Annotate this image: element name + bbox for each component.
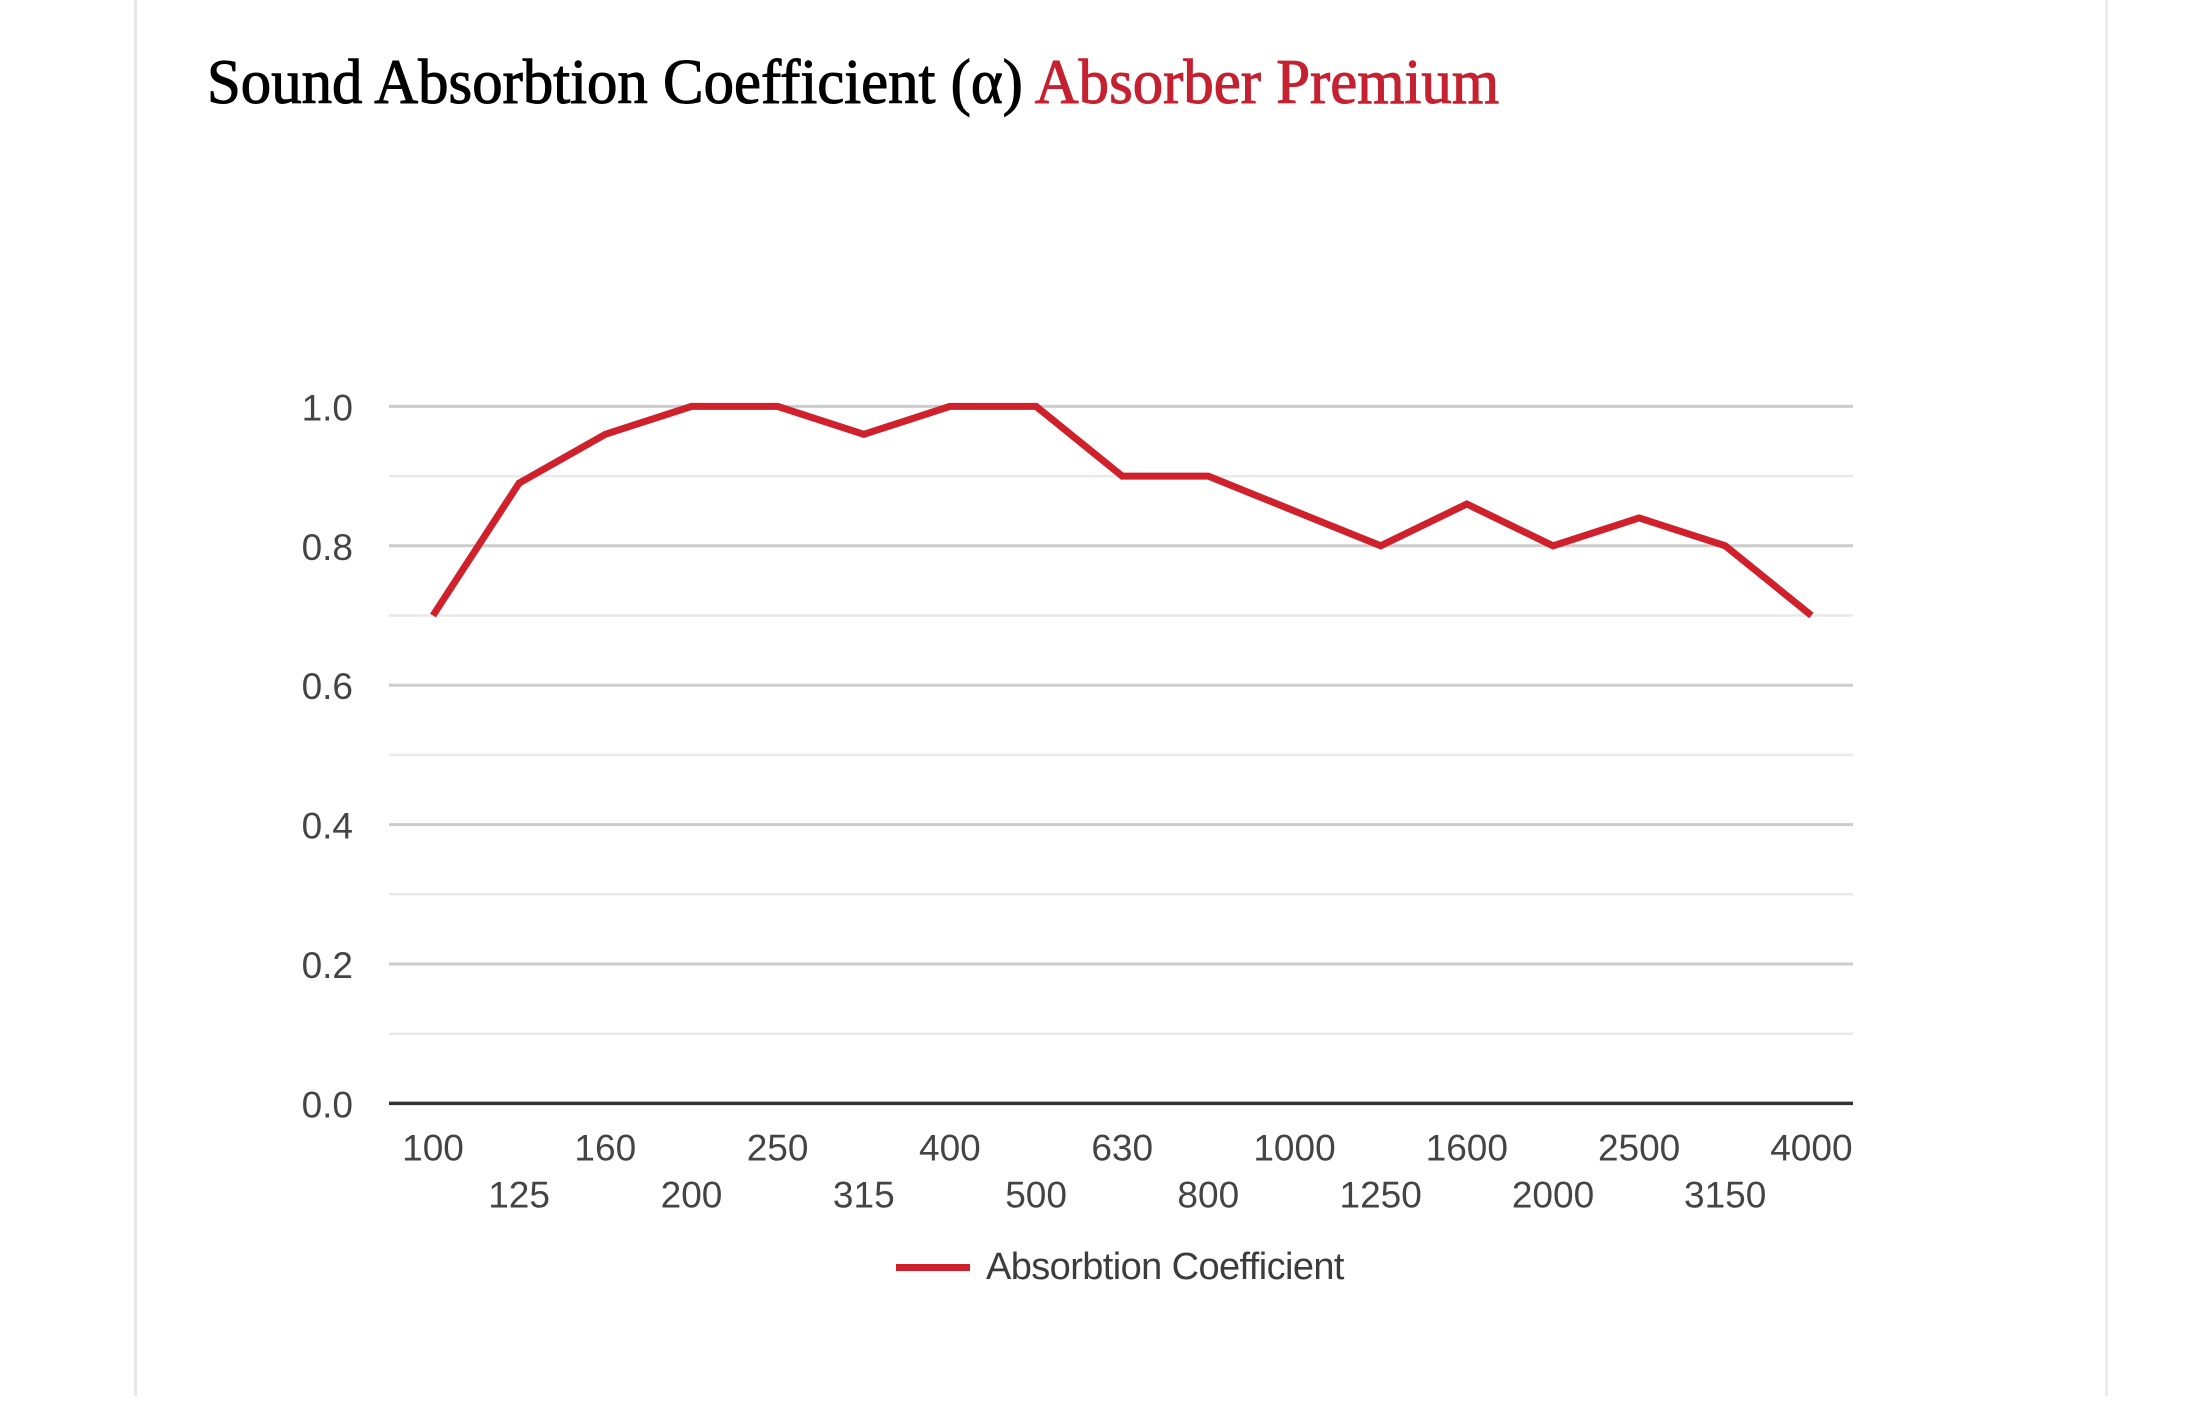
svg-text:Absorbtion Coefficient: Absorbtion Coefficient [986, 1246, 1345, 1288]
svg-text:125: 125 [488, 1175, 550, 1216]
svg-text:2500: 2500 [1598, 1128, 1680, 1169]
svg-text:400: 400 [919, 1128, 981, 1169]
svg-text:0.8: 0.8 [302, 527, 353, 568]
svg-text:1.0: 1.0 [302, 387, 353, 428]
svg-text:500: 500 [1005, 1175, 1067, 1216]
svg-text:0.6: 0.6 [302, 666, 353, 707]
svg-text:0.2: 0.2 [302, 945, 353, 986]
svg-text:1000: 1000 [1253, 1128, 1335, 1169]
svg-text:200: 200 [661, 1175, 723, 1216]
svg-text:315: 315 [833, 1175, 895, 1216]
svg-text:2000: 2000 [1512, 1175, 1594, 1216]
svg-text:100: 100 [402, 1128, 464, 1169]
svg-text:1250: 1250 [1340, 1175, 1422, 1216]
svg-text:800: 800 [1177, 1175, 1239, 1216]
svg-text:1600: 1600 [1426, 1128, 1508, 1169]
svg-text:250: 250 [747, 1128, 809, 1169]
svg-text:4000: 4000 [1770, 1128, 1852, 1169]
svg-text:0.4: 0.4 [302, 806, 353, 847]
svg-text:3150: 3150 [1684, 1175, 1766, 1216]
svg-text:630: 630 [1091, 1128, 1153, 1169]
svg-text:160: 160 [574, 1128, 636, 1169]
svg-text:0.0: 0.0 [302, 1084, 353, 1125]
